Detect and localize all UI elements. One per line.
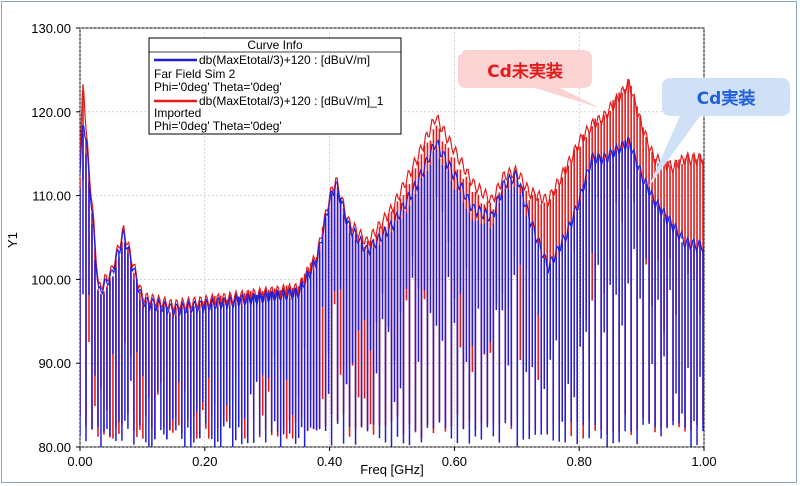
- x-tick-label: 0.00: [67, 454, 92, 469]
- callout-cd-not-mounted-bubble: [458, 50, 600, 108]
- x-axis: 0.00 0.20 0.40 0.60 0.80 1.00: [67, 447, 717, 469]
- x-tick-label: 1.00: [691, 454, 716, 469]
- series-line: [80, 133, 704, 447]
- legend-entry-blue-line3: Phi='0deg' Theta='0deg': [154, 80, 282, 94]
- y-axis-title: Y1: [5, 232, 20, 248]
- callout-cd-mounted-text: Cd実装: [697, 88, 756, 109]
- x-tick-label: 0.20: [192, 454, 217, 469]
- legend-title: Curve Info: [247, 38, 303, 52]
- y-tick-label: 130.00: [31, 21, 71, 36]
- legend-entry-red-line2: Imported: [154, 106, 201, 120]
- series-envelope: [80, 124, 704, 318]
- callout-cd-mounted: Cd実装: [648, 78, 790, 188]
- y-tick-label: 80.00: [38, 440, 71, 455]
- callout-cd-not-mounted-text: Cd未実装: [487, 61, 563, 82]
- x-axis-title: Freq [GHz]: [360, 462, 424, 477]
- y-tick-label: 110.00: [32, 189, 71, 204]
- y-tick-label: 90.00: [38, 356, 71, 371]
- callout-cd-mounted-bubble: [648, 78, 790, 188]
- x-tick-label: 0.40: [317, 454, 342, 469]
- legend-box: [148, 37, 402, 135]
- y-tick-label: 120.00: [31, 105, 71, 120]
- legend-entry-red-line3: Phi='0deg' Theta='0deg': [154, 119, 282, 133]
- legend-entry-blue-line1: db(MaxEtotal/3)+120 : [dBuV/m]: [199, 53, 370, 67]
- x-tick-label: 0.60: [442, 454, 467, 469]
- y-axis: 80.00 90.00 100.00 110.00 120.00 130.00: [31, 21, 80, 455]
- legend-entry-blue-line2: Far Field Sim 2: [154, 67, 236, 81]
- series-blue: [80, 124, 704, 447]
- series-envelope: [80, 78, 704, 314]
- series-layer: [80, 78, 704, 447]
- y-tick-label: 100.00: [31, 272, 71, 287]
- legend: Curve Info db(MaxEtotal/3)+120 : [dBuV/m…: [148, 37, 402, 135]
- x-tick-label: 0.80: [567, 454, 592, 469]
- legend-entry-red-line1: db(MaxEtotal/3)+120 : [dBuV/m]_1: [199, 94, 384, 108]
- callout-cd-not-mounted: Cd未実装: [458, 50, 600, 108]
